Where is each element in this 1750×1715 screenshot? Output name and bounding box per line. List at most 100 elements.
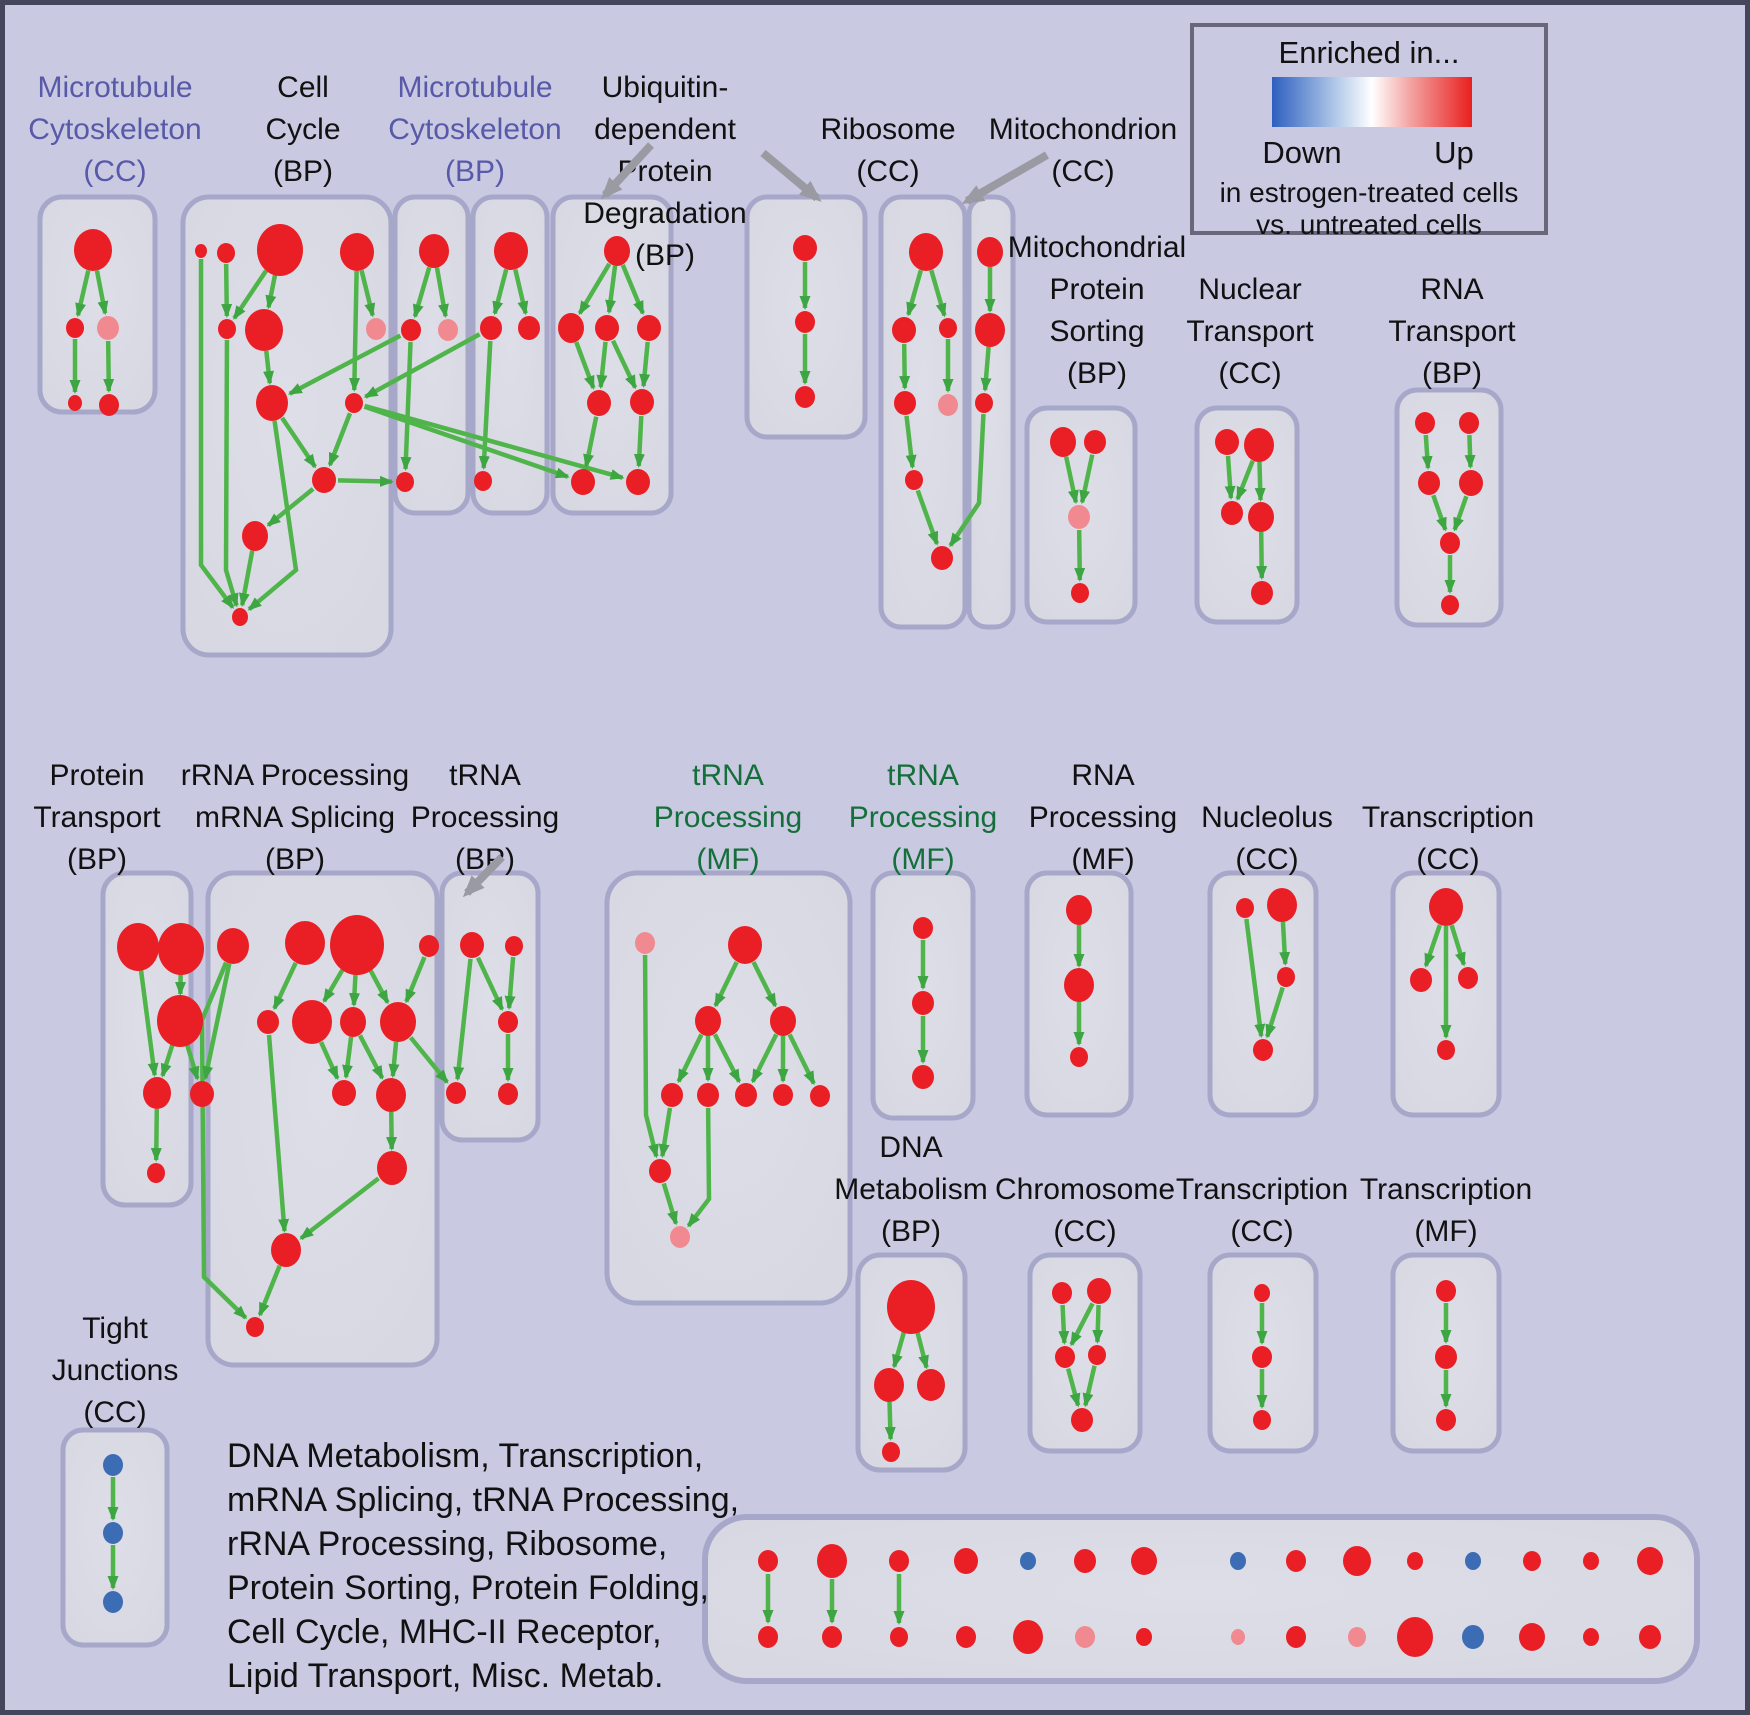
edge-m3-m5 — [103, 340, 115, 394]
go-term-node-ub2a — [604, 236, 630, 266]
go-term-node-mito3 — [975, 393, 993, 413]
go-term-node-dn2 — [874, 1368, 904, 1402]
go-term-node-ub2b — [558, 313, 584, 343]
bottom-grid-bottom-node-14 — [1583, 1628, 1599, 1646]
go-term-node-rib3 — [939, 318, 957, 338]
cluster-box-nuclear-transport — [1194, 405, 1300, 625]
edge-rr6-rr9 — [318, 1041, 340, 1081]
go-term-node-mito1 — [977, 237, 1003, 267]
cluster-label-tight-junctions-cc: Tight Junctions (CC) — [52, 1312, 179, 1429]
edge-rr8-rr10 — [388, 1041, 400, 1079]
cluster-label-nucleolus-cc: Nucleolus (CC) — [1201, 801, 1333, 876]
annotation-arrows-layer — [462, 142, 1049, 898]
go-term-node-m3 — [97, 316, 119, 340]
legend-down-label: Down — [1262, 135, 1342, 170]
edge-tm2-tm3 — [713, 961, 739, 1008]
go-term-node-mbp3 — [438, 319, 458, 341]
go-term-node-cc2 — [217, 243, 235, 263]
go-term-node-ts2 — [912, 991, 934, 1015]
edge-cc11-cc12 — [238, 550, 255, 608]
bottom-grid-top-node-10 — [1343, 1546, 1371, 1576]
edge-mps2-mps3 — [1079, 454, 1095, 505]
bottom-grid-top-node-11 — [1407, 1552, 1423, 1570]
go-term-node-ub2f — [630, 389, 654, 415]
edge-tb1-tb3 — [475, 956, 505, 1012]
edge-rt3-rt5 — [1431, 494, 1448, 532]
cluster-box-nucleolus — [1207, 870, 1319, 1118]
go-term-node-t31 — [1254, 1284, 1270, 1302]
go-term-node-tx1 — [1429, 888, 1463, 926]
edge-rt1-rt3 — [1421, 434, 1433, 471]
go-term-node-tx3 — [1458, 967, 1478, 989]
bottom-grid-top-node-5 — [1020, 1552, 1036, 1570]
cluster-label-microtubule-cytoskeleton-bp: Microtubule Cytoskeleton (BP) — [388, 71, 561, 188]
go-term-node-ts1 — [913, 917, 933, 939]
go-term-node-ub1b — [480, 316, 502, 340]
edge-m1-m3 — [94, 270, 109, 316]
edge-nt2-nt3 — [1235, 459, 1255, 501]
cluster-label-mitochondrial-protein-sorting-bp: Mitochondrial Protein Sorting (BP) — [1008, 231, 1186, 390]
go-term-node-cc10 — [312, 467, 336, 493]
go-term-node-tj2 — [103, 1522, 123, 1544]
edge-tm3-tm7 — [712, 1033, 742, 1084]
go-term-node-nu1 — [1236, 898, 1254, 918]
edge-dn1-dn3 — [915, 1331, 929, 1370]
go-term-node-rr9 — [332, 1080, 356, 1106]
edge-nu3-nu4 — [1265, 986, 1285, 1039]
go-term-node-cc7 — [256, 385, 288, 421]
go-term-node-pt4 — [143, 1077, 171, 1109]
edge-ch2-ch4 — [1092, 1304, 1104, 1345]
go-term-node-pt5 — [190, 1081, 214, 1107]
bottom-grid-top-node-2 — [817, 1544, 847, 1578]
go-term-node-u2 — [795, 311, 815, 333]
go-term-node-tb4 — [446, 1082, 466, 1104]
label-pointer-arrow-2 — [760, 149, 822, 202]
go-term-node-tf1 — [1436, 1280, 1456, 1302]
edge-tm1-tm10 — [642, 954, 659, 1159]
go-term-node-rt1 — [1415, 412, 1435, 434]
cluster-box-rna-transport — [1394, 387, 1504, 628]
go-term-node-pt1 — [117, 923, 159, 971]
go-term-node-rib4 — [894, 391, 916, 415]
go-term-node-tm3 — [695, 1006, 721, 1036]
go-term-node-rib5 — [938, 394, 958, 416]
cluster-box-microtubule-cc — [37, 194, 158, 415]
go-term-node-rr6 — [292, 1000, 332, 1044]
go-term-node-ch4 — [1088, 1345, 1106, 1365]
go-term-node-ts3 — [912, 1065, 934, 1089]
bottom-grid-top-node-1 — [758, 1550, 778, 1572]
network-diagram: Microtubule Cytoskeleton (CC) Cell Cycle (BP)… — [28, 71, 1700, 1695]
go-term-node-u1 — [793, 235, 817, 261]
go-term-node-mbp2 — [401, 319, 421, 341]
go-term-node-tm2 — [728, 926, 762, 964]
go-term-node-ub2e — [587, 390, 611, 416]
go-term-node-ch1 — [1052, 1282, 1072, 1304]
bottom-grid-bottom-node-8 — [1231, 1629, 1245, 1645]
cluster-label-trna-processing-bp: tRNA Processing (BP) — [411, 759, 559, 876]
go-term-node-nt2 — [1244, 428, 1274, 462]
cluster-label-chromosome-cc: Chromosome (CC) — [995, 1173, 1175, 1248]
cluster-label-microtubule-cytoskeleton-cc: Microtubule Cytoskeleton (CC) — [28, 71, 201, 188]
edge-nt4-nt5 — [1256, 531, 1268, 581]
legend-box: Enriched in... Down Up in estrogen-treat… — [1190, 23, 1548, 240]
edge-rib1-rib3 — [929, 269, 947, 318]
legend-title: Enriched in... — [1278, 35, 1460, 70]
go-term-node-cc8 — [366, 318, 386, 340]
go-term-node-u3 — [795, 386, 815, 408]
edge-ch4-ch5 — [1082, 1365, 1097, 1408]
edge-ch3-ch5 — [1065, 1367, 1081, 1408]
edge-tx1-tx2 — [1423, 924, 1442, 968]
edge-ub2a-ub2b — [577, 262, 612, 316]
edge-ub2c-ub2e — [596, 341, 608, 390]
edge-mbp1-mbp2 — [412, 266, 432, 319]
edge-tm2-tm4 — [751, 960, 778, 1008]
edge-ub2c-ub2f — [610, 339, 638, 390]
go-term-node-nu4 — [1253, 1039, 1273, 1061]
cluster-label-transcription-cc-upper: Transcription (CC) — [1362, 801, 1534, 876]
edge-ub2b-ub2e — [574, 341, 596, 390]
edge-ub2a-ub2c — [605, 265, 618, 315]
label-pointer-arrow-4 — [462, 854, 505, 898]
edge-rr8-tb4 — [408, 1036, 449, 1084]
go-term-node-mbp1 — [419, 234, 449, 268]
edge-tm10-tm11 — [661, 1182, 679, 1226]
